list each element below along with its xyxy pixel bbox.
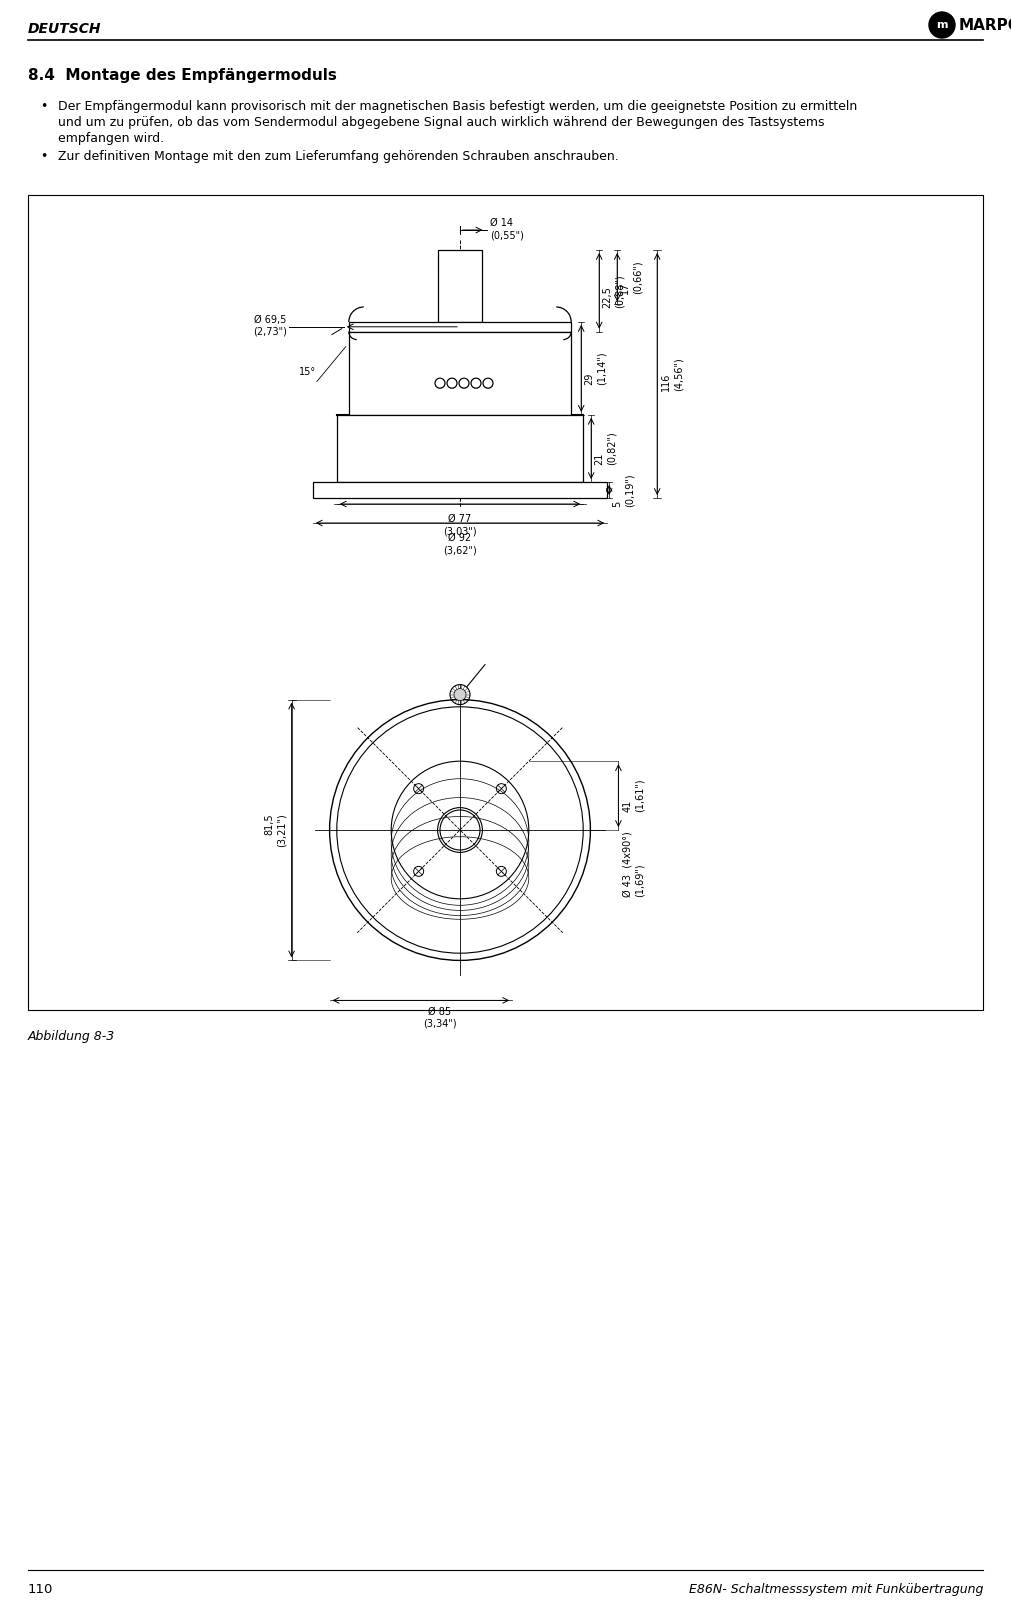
Text: Ø 77
(3,03"): Ø 77 (3,03") bbox=[443, 515, 477, 537]
Text: 15°: 15° bbox=[299, 367, 315, 377]
Text: 110: 110 bbox=[28, 1584, 54, 1597]
Bar bbox=[438, 250, 482, 322]
Bar bbox=[28, 196, 983, 1010]
Text: 29
(1,14"): 29 (1,14") bbox=[584, 351, 607, 385]
Text: Ø 14
(0,55"): Ø 14 (0,55") bbox=[490, 218, 525, 240]
Bar bbox=[337, 415, 583, 483]
Text: empfangen wird.: empfangen wird. bbox=[58, 131, 164, 144]
Bar bbox=[349, 322, 571, 332]
Bar bbox=[312, 483, 608, 499]
Text: 116
(4,56"): 116 (4,56") bbox=[661, 357, 683, 391]
Circle shape bbox=[929, 11, 955, 38]
Text: Zur definitiven Montage mit den zum Lieferumfang gehörenden Schrauben anschraube: Zur definitiven Montage mit den zum Lief… bbox=[58, 151, 619, 164]
Text: Ø 69,5
(2,73"): Ø 69,5 (2,73") bbox=[253, 314, 287, 337]
Text: Abbildung 8-3: Abbildung 8-3 bbox=[28, 1031, 115, 1044]
Text: Ø 85
(3,34"): Ø 85 (3,34") bbox=[424, 1007, 457, 1029]
Text: •: • bbox=[40, 151, 48, 164]
Text: 81,5
(3,21"): 81,5 (3,21") bbox=[264, 813, 286, 846]
Text: 21
(0,82"): 21 (0,82") bbox=[594, 431, 617, 465]
Text: Der Empfängermodul kann provisorisch mit der magnetischen Basis befestigt werden: Der Empfängermodul kann provisorisch mit… bbox=[58, 99, 857, 112]
Text: DEUTSCH: DEUTSCH bbox=[28, 22, 101, 35]
Text: MARPOSS: MARPOSS bbox=[959, 18, 1011, 32]
Text: und um zu prüfen, ob das vom Sendermodul abgegebene Signal auch wirklich während: und um zu prüfen, ob das vom Sendermodul… bbox=[58, 115, 825, 128]
Text: 41
(1,61"): 41 (1,61") bbox=[623, 779, 645, 813]
Bar bbox=[349, 332, 571, 415]
Text: 22,5
(0,88"): 22,5 (0,88") bbox=[603, 274, 625, 308]
Text: 5
(0,19"): 5 (0,19") bbox=[613, 473, 635, 507]
Circle shape bbox=[454, 689, 466, 701]
Text: Ø 43  (4x90°)
(1,69"): Ø 43 (4x90°) (1,69") bbox=[623, 832, 645, 898]
Text: m: m bbox=[936, 19, 947, 30]
Text: 17
(0,66"): 17 (0,66") bbox=[620, 260, 643, 293]
Text: •: • bbox=[40, 99, 48, 112]
Text: 8.4  Montage des Empfängermoduls: 8.4 Montage des Empfängermoduls bbox=[28, 67, 337, 83]
Text: E86N- Schaltmesssystem mit Funkübertragung: E86N- Schaltmesssystem mit Funkübertragu… bbox=[688, 1584, 983, 1597]
Text: Ø 92
(3,62"): Ø 92 (3,62") bbox=[443, 534, 477, 555]
